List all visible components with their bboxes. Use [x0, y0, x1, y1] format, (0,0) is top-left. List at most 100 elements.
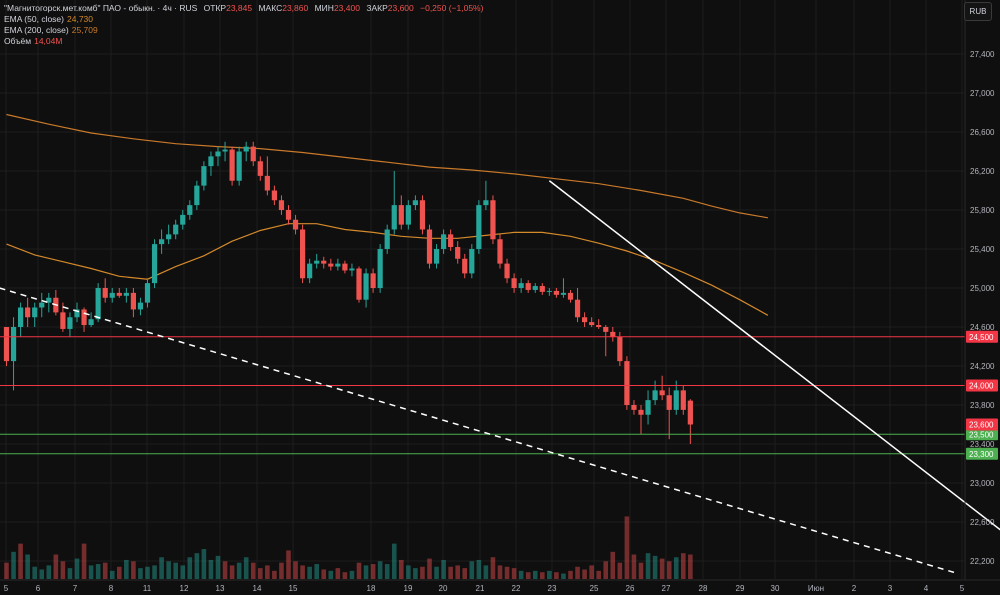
- volume-bar: [624, 516, 630, 579]
- price-tick-label: 22,200: [970, 557, 995, 566]
- volume-bar: [638, 562, 644, 579]
- volume-bar: [420, 566, 425, 579]
- candle-body: [596, 325, 602, 327]
- volume-bar: [504, 566, 510, 579]
- volume-bar: [229, 565, 235, 579]
- volume-bar: [377, 561, 383, 579]
- volume-bar: [328, 570, 334, 579]
- candle-body: [180, 214, 186, 225]
- volume-bar: [117, 566, 122, 579]
- candles: [3, 141, 693, 444]
- last-price-label: 23,600: [969, 421, 994, 430]
- candle-body: [300, 229, 306, 279]
- legend-volume-row[interactable]: Объём 14,04M: [4, 36, 483, 47]
- volume-bar: [335, 568, 341, 579]
- candle-body: [539, 286, 545, 292]
- candle-body: [264, 175, 270, 191]
- candle-body: [631, 405, 637, 410]
- candle-body: [151, 244, 158, 284]
- volume-bar: [384, 564, 390, 579]
- candle-body: [222, 149, 228, 152]
- volume-bar: [74, 558, 80, 579]
- low-label: МИН: [314, 3, 334, 13]
- ema50-label: EMA (50, close): [4, 14, 64, 24]
- close-label: ЗАКР: [366, 3, 388, 13]
- volume-bar: [286, 550, 291, 579]
- candle-body: [271, 190, 277, 201]
- candle-body: [74, 309, 80, 318]
- trendline-dashed[interactable]: [0, 287, 959, 575]
- volume-bar: [659, 558, 665, 579]
- volume-bar: [582, 569, 587, 579]
- candle-body: [652, 390, 658, 401]
- time-tick-label: 30: [771, 584, 780, 593]
- volume-bar: [321, 569, 327, 579]
- volume-bar: [363, 565, 369, 579]
- volume-bar: [236, 562, 242, 579]
- trendlines[interactable]: [0, 180, 1000, 575]
- volume-bar: [349, 570, 355, 579]
- candle-body: [405, 205, 411, 225]
- candle-body: [483, 200, 489, 206]
- candle-body: [25, 307, 31, 318]
- volume-bar: [603, 561, 609, 579]
- time-tick-label: 15: [289, 584, 298, 593]
- ema200-line: [6, 113, 769, 219]
- legend-ema200-row[interactable]: EMA (200, close) 25,709: [4, 25, 483, 36]
- volume-bar: [159, 557, 164, 579]
- volume-bar: [673, 557, 679, 579]
- candle-body: [412, 200, 418, 206]
- candle-body: [391, 205, 397, 230]
- volume-bar: [88, 565, 94, 579]
- close-value: 23,600: [387, 3, 414, 13]
- ema200-value: 25,709: [71, 25, 98, 35]
- volume-bar: [406, 565, 411, 579]
- candle-body: [328, 263, 334, 267]
- volume-bar: [462, 568, 468, 579]
- level-price-tag: [966, 447, 998, 460]
- volume-bar: [511, 568, 517, 579]
- candle-body: [462, 258, 468, 274]
- time-tick-label: 20: [439, 584, 448, 593]
- volume-bar: [279, 562, 284, 579]
- volume-bar: [187, 557, 193, 579]
- volume-bar: [469, 561, 475, 579]
- volume-bar: [152, 565, 157, 579]
- volume-label: Объём: [4, 36, 32, 46]
- candle-body: [32, 307, 38, 318]
- price-tick-label: 27,000: [970, 89, 995, 98]
- candle-body: [18, 307, 24, 327]
- volume-bar: [575, 566, 580, 579]
- candle-body: [617, 336, 623, 362]
- candle-body: [560, 292, 567, 295]
- level-price-tag: [966, 330, 998, 343]
- volume-bar: [222, 561, 228, 579]
- trendline-solid[interactable]: [548, 180, 1000, 574]
- time-tick-label: 2: [852, 584, 857, 593]
- volume-bar: [391, 543, 397, 579]
- price-tick-label: 24,200: [970, 362, 995, 371]
- level-price-label: 24,500: [969, 333, 994, 342]
- time-axis[interactable]: 5 6 7 8 11 12 13 14 15 18 19 20 21 22 23 25 26 27 28 29 30 Ию…: [0, 579, 1000, 593]
- candle-body: [3, 327, 10, 362]
- price-axis[interactable]: 27,400 27,000 26,600 26,200 25,800 25,400 25,0…: [964, 0, 998, 580]
- candle-body: [511, 278, 517, 288]
- candle-body: [504, 263, 510, 279]
- candle-body: [398, 205, 404, 225]
- volume-bar: [173, 562, 178, 579]
- candle-body: [321, 260, 327, 264]
- candle-body: [236, 151, 242, 181]
- legend-symbol-row: "Магнитогорск.мет.комб" ПАО - обыкн. · 4…: [4, 3, 483, 14]
- time-tick-label: 22: [512, 584, 521, 593]
- currency-button[interactable]: RUB: [964, 2, 992, 21]
- volume-bar: [413, 568, 418, 579]
- candle-body: [589, 322, 595, 326]
- legend-ema50-row[interactable]: EMA (50, close) 24,730: [4, 14, 483, 25]
- candle-body: [292, 219, 299, 230]
- time-tick-label: 5: [960, 584, 965, 593]
- volume-bar: [215, 555, 221, 579]
- candle-body: [567, 292, 574, 300]
- candle-body: [307, 263, 313, 279]
- price-tick-label: 24,600: [970, 323, 995, 332]
